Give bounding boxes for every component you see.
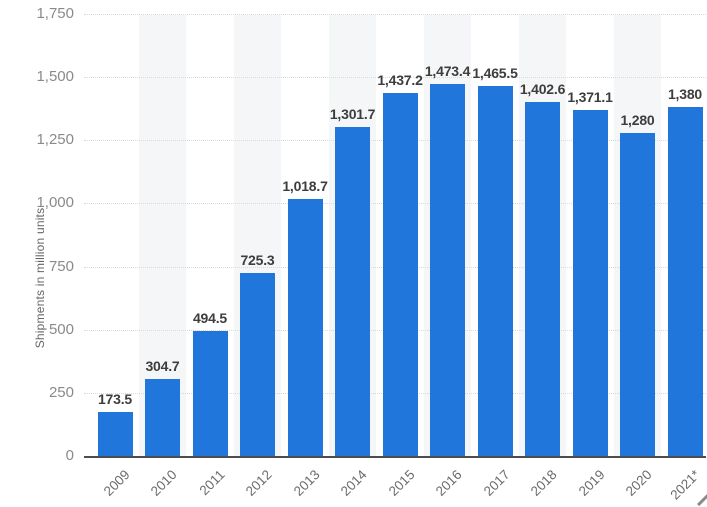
gridline-1500 bbox=[84, 77, 706, 79]
y-tick-label-500: 500 bbox=[48, 320, 74, 338]
x-axis-label-2011: 2011 bbox=[196, 467, 228, 499]
bar-2015 bbox=[382, 93, 418, 456]
x-axis-line bbox=[84, 456, 706, 458]
x-axis-label-2018: 2018 bbox=[528, 467, 561, 499]
bar-2013 bbox=[287, 198, 323, 456]
bar-2021* bbox=[667, 107, 703, 456]
bar-2014 bbox=[335, 127, 370, 456]
value-label-2012: 725.3 bbox=[240, 251, 275, 268]
x-axis-label-2015: 2015 bbox=[385, 467, 418, 499]
x-axis-label-2019: 2019 bbox=[575, 467, 608, 499]
value-label-2020: 1,280 bbox=[620, 111, 655, 128]
bar-2011 bbox=[192, 331, 228, 456]
x-axis-label-2021*: 2021* bbox=[667, 467, 703, 503]
bar-2010 bbox=[145, 379, 180, 456]
bar-2017 bbox=[477, 85, 513, 456]
x-axis-label-2014: 2014 bbox=[338, 467, 371, 499]
y-tick-label-1750: 1,750 bbox=[36, 5, 74, 22]
bar-2012 bbox=[240, 272, 275, 456]
value-label-2011: 494.5 bbox=[192, 310, 228, 327]
y-tick-label-0: 0 bbox=[65, 447, 74, 464]
x-axis-label-2013: 2013 bbox=[290, 467, 323, 499]
y-tick-label-1250: 1,250 bbox=[36, 131, 74, 149]
bar-2020 bbox=[620, 132, 655, 456]
bar-2016 bbox=[430, 83, 465, 456]
x-axis-label-2017: 2017 bbox=[480, 467, 513, 499]
value-label-2014: 1,301.7 bbox=[329, 106, 376, 123]
x-axis-label-2016: 2016 bbox=[433, 467, 466, 499]
x-axis-label-2010: 2010 bbox=[148, 467, 181, 499]
value-label-2013: 1,018.7 bbox=[282, 177, 328, 194]
value-label-2018: 1,402.6 bbox=[519, 80, 566, 97]
value-label-2021*: 1,380 bbox=[667, 86, 703, 103]
value-label-2017: 1,465.5 bbox=[472, 64, 518, 81]
bar-2018 bbox=[525, 101, 560, 456]
y-tick-label-1500: 1,500 bbox=[36, 68, 74, 86]
gridline-1750 bbox=[84, 14, 706, 15]
y-tick-label-750: 750 bbox=[48, 257, 74, 275]
x-axis-label-2020: 2020 bbox=[623, 467, 656, 499]
value-label-2019: 1,371.1 bbox=[567, 88, 613, 105]
y-tick-label-1000: 1,000 bbox=[36, 194, 74, 212]
value-label-2009: 173.5 bbox=[97, 391, 133, 408]
value-label-2010: 304.7 bbox=[145, 358, 180, 375]
bar-2019 bbox=[572, 109, 608, 456]
value-label-2016: 1,473.4 bbox=[424, 62, 471, 79]
bar-2009 bbox=[97, 412, 133, 456]
value-label-2015: 1,437.2 bbox=[377, 72, 423, 88]
y-tick-label-250: 250 bbox=[48, 383, 74, 401]
cropped-label-fragment-icon bbox=[697, 493, 707, 507]
x-axis-label-2012: 2012 bbox=[243, 467, 276, 499]
x-axis-label-2009: 2009 bbox=[100, 467, 133, 499]
